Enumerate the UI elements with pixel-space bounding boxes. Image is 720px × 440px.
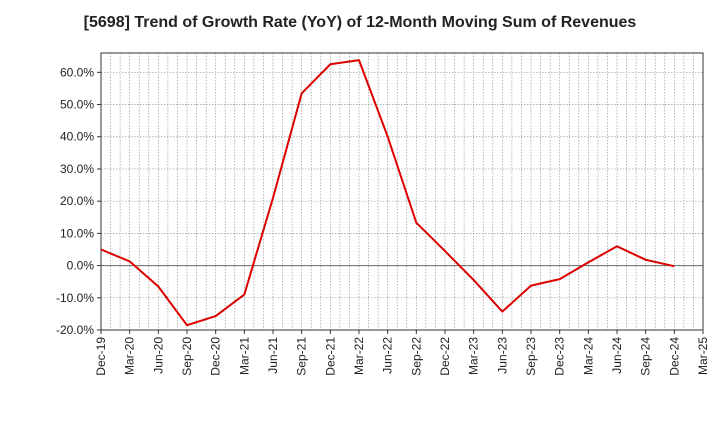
x-tick-label: Jun-23 bbox=[495, 337, 509, 374]
x-tick-label: Dec-19 bbox=[94, 337, 108, 376]
y-tick-label: -20.0% bbox=[56, 323, 94, 337]
x-tick-label: Sep-21 bbox=[295, 337, 309, 376]
x-tick-label: Dec-24 bbox=[667, 337, 681, 376]
x-tick-label: Dec-21 bbox=[323, 337, 337, 376]
y-tick-label: -10.0% bbox=[56, 291, 94, 305]
x-tick-label: Dec-20 bbox=[209, 337, 223, 376]
series-line bbox=[100, 59, 675, 327]
x-tick-label: Jun-22 bbox=[381, 337, 395, 374]
x-tick-label: Jun-21 bbox=[266, 337, 280, 374]
plot-background bbox=[101, 53, 703, 330]
x-tick-label: Sep-23 bbox=[524, 337, 538, 376]
y-tick-label: 30.0% bbox=[60, 162, 94, 176]
y-tick-label: 20.0% bbox=[60, 194, 94, 208]
x-tick-label: Mar-24 bbox=[581, 337, 595, 375]
plot-frame bbox=[100, 52, 704, 331]
y-tick-label: 40.0% bbox=[60, 130, 94, 144]
x-tick-label: Jun-24 bbox=[610, 337, 624, 374]
y-tick-label: 10.0% bbox=[60, 226, 94, 240]
x-tick-label: Jun-20 bbox=[151, 337, 165, 374]
y-tick-label: 0.0% bbox=[67, 259, 95, 273]
chart-title: [5698] Trend of Growth Rate (YoY) of 12-… bbox=[83, 14, 637, 31]
x-tick-label: Mar-21 bbox=[237, 337, 251, 375]
y-tick-label: 50.0% bbox=[60, 98, 94, 112]
x-tick-label: Dec-22 bbox=[438, 337, 452, 376]
x-tick-label: Mar-22 bbox=[352, 337, 366, 375]
x-tick-label: Mar-20 bbox=[123, 337, 137, 375]
x-tick-label: Mar-25 bbox=[696, 337, 710, 375]
x-tick-label: Mar-23 bbox=[467, 337, 481, 375]
x-tick-label: Sep-20 bbox=[180, 337, 194, 376]
x-tick-label: Dec-23 bbox=[553, 337, 567, 376]
x-tick-label: Sep-22 bbox=[409, 337, 423, 376]
y-tick-label: 60.0% bbox=[60, 65, 94, 79]
x-tick-label: Sep-24 bbox=[639, 337, 653, 376]
